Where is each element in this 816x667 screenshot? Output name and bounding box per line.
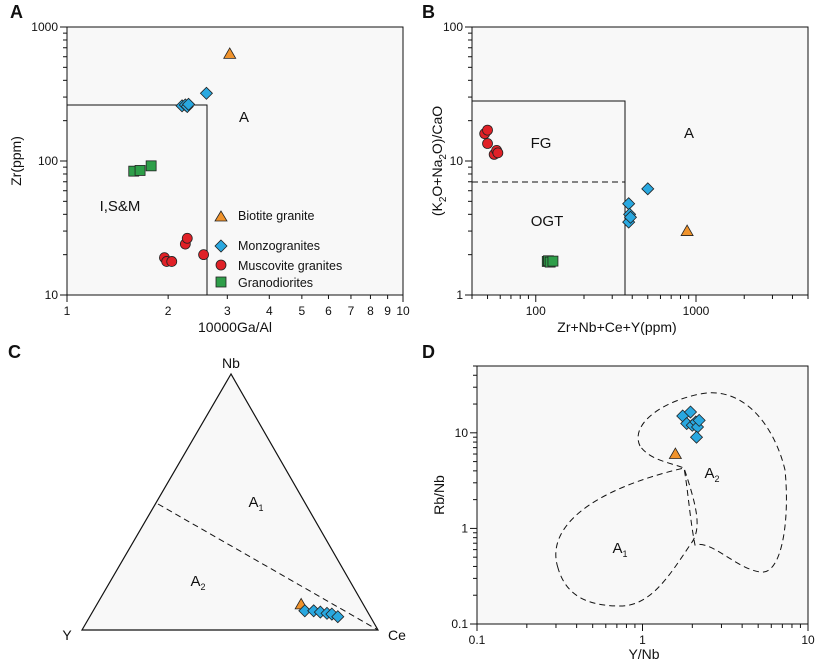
muscovite-point — [166, 256, 178, 267]
biotite-point — [223, 47, 237, 59]
panel-b-frame — [471, 26, 809, 296]
x-tick-label: 7 — [348, 304, 355, 318]
ternary-apex-ce: Ce — [388, 627, 406, 643]
field-a1-outline — [555, 467, 698, 607]
ternary-triangle — [80, 372, 380, 631]
y-tick-label: 10 — [45, 288, 59, 302]
panel-a-ticks: 1 2 3 4 5 6 7 8 9 10 10 100 1000 — [31, 20, 410, 318]
x-tick-label: 2 — [165, 304, 172, 318]
muscovite-point — [181, 232, 193, 244]
muscovite-point — [198, 249, 209, 261]
x-tick-label: 10 — [396, 304, 410, 318]
panel-a-points — [128, 47, 237, 267]
ternary-divider — [157, 503, 379, 631]
panel-d-x-axis-label: Y/Nb — [628, 646, 659, 662]
grano-point — [145, 160, 157, 172]
legend-label-biotite: Biotite granite — [238, 209, 314, 223]
ternary-apex-nb: Nb — [222, 355, 240, 371]
panel-a-boundary — [67, 104, 208, 295]
legend-label-muscovite: Muscovite granites — [238, 259, 342, 273]
panel-a-region-a: A — [239, 109, 249, 126]
monzo-point — [298, 604, 312, 618]
panel-b: B 100 1000 1 10 100 FG OGT A Zr+Nb+Ce+Y(ppm)… — [422, 2, 809, 335]
panel-b-boundary — [472, 100, 626, 295]
biotite-point — [680, 224, 694, 236]
monzo-point — [181, 97, 196, 111]
panel-a: A 1 2 3 4 5 6 7 8 9 10 10 100 1000 A I,S&M 10000Ga/A… — [8, 2, 410, 335]
panel-b-region-fg: FG — [531, 135, 552, 152]
biotite-point — [668, 447, 683, 459]
y-tick-label: 0.1 — [451, 617, 468, 631]
x-tick-label: 1 — [639, 633, 646, 647]
grano-point — [134, 165, 146, 176]
y-tick-label: 100 — [38, 154, 58, 168]
y-tick-label: 10 — [455, 426, 469, 440]
panel-b-region-a: A — [684, 125, 694, 142]
muscovite-point — [482, 124, 493, 136]
x-tick-label: 8 — [367, 304, 374, 318]
panel-c: C Nb Y Ce A1 A2 — [8, 342, 406, 643]
x-tick-label: 10 — [801, 633, 815, 647]
panel-c-letter: C — [8, 342, 21, 362]
legend: Biotite granite Monzogranites Muscovite … — [214, 209, 342, 290]
monzo-point — [692, 413, 706, 427]
panel-b-x-axis-label: Zr+Nb+Ce+Y(ppm) — [557, 319, 676, 335]
panel-a-y-axis-label: Zr(ppm) — [8, 136, 24, 186]
panel-a-letter: A — [10, 2, 23, 22]
panel-b-region-ogt: OGT — [531, 213, 564, 230]
y-tick-label: 1000 — [31, 20, 58, 34]
x-tick-label: 6 — [325, 304, 332, 318]
panel-d-y-axis-label: Rb/Nb — [431, 475, 447, 515]
panel-d-points — [668, 405, 706, 459]
panel-a-region-isam: I,S&M — [100, 198, 141, 215]
y-tick-label: 100 — [443, 20, 463, 34]
monzo-point — [641, 182, 655, 196]
panel-d-letter: D — [422, 342, 435, 362]
grano-point — [547, 255, 559, 267]
panel-d-frame — [476, 365, 809, 625]
legend-label-monzo: Monzogranites — [238, 239, 320, 253]
panel-b-points — [479, 124, 694, 268]
panel-c-points — [294, 597, 345, 624]
panel-b-ticks: 100 1000 1 10 100 — [443, 20, 809, 318]
x-tick-label: 0.1 — [469, 633, 486, 647]
panel-b-letter: B — [422, 2, 435, 22]
legend-triangle-icon — [214, 210, 228, 222]
monzo-point — [683, 405, 698, 419]
y-tick-label: 1 — [456, 288, 463, 302]
y-tick-label: 1 — [461, 521, 468, 535]
x-tick-label: 5 — [299, 304, 306, 318]
y-tick-label: 10 — [450, 154, 464, 168]
legend-label-grano: Granodiorites — [238, 276, 313, 290]
monzo-point — [199, 86, 213, 100]
x-tick-label: 3 — [224, 304, 231, 318]
panel-a-frame — [66, 26, 404, 296]
legend-diamond-icon — [214, 239, 228, 253]
panel-d-ticks: 0.1 1 10 0.1 1 10 — [451, 365, 815, 647]
monzo-point — [689, 430, 704, 444]
monzo-point — [331, 610, 345, 624]
muscovite-point — [492, 147, 504, 159]
muscovite-point — [482, 138, 493, 149]
x-tick-label: 1 — [64, 304, 71, 318]
x-tick-label: 100 — [526, 304, 546, 318]
panel-a-x-axis-label: 10000Ga/Al — [198, 319, 272, 335]
legend-square-icon — [215, 276, 227, 288]
monzo-point — [623, 210, 638, 224]
x-tick-label: 1000 — [683, 304, 710, 318]
panel-b-y-axis-label: (K2O+Na2O)/CaO — [429, 106, 449, 216]
x-tick-label: 4 — [266, 304, 273, 318]
legend-circle-icon — [215, 259, 227, 271]
ternary-apex-y: Y — [62, 627, 72, 643]
x-tick-label: 9 — [384, 304, 391, 318]
